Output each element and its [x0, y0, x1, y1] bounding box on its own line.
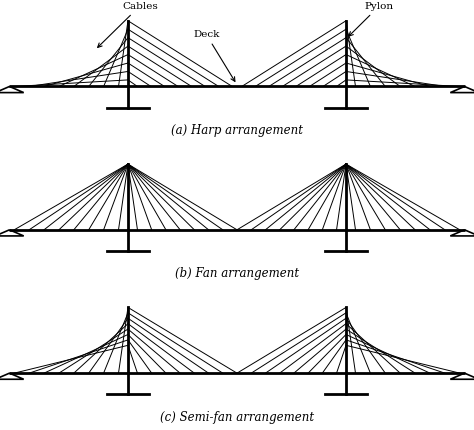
Text: Pylon: Pylon [349, 2, 394, 36]
Text: (a) Harp arrangement: (a) Harp arrangement [171, 124, 303, 137]
Text: Cables: Cables [98, 2, 158, 47]
Text: Deck: Deck [193, 30, 235, 81]
Text: (b) Fan arrangement: (b) Fan arrangement [175, 267, 299, 280]
Text: (c) Semi-fan arrangement: (c) Semi-fan arrangement [160, 411, 314, 424]
